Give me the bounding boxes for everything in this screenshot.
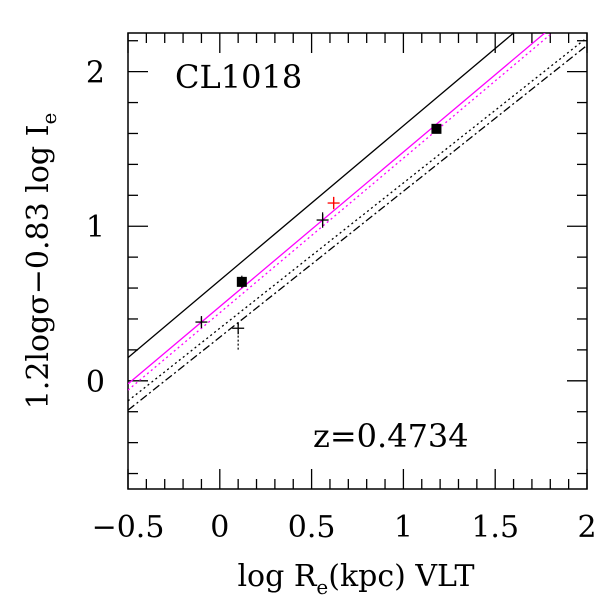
y-axis-label: 1.2logσ−0.83 log Ie (21, 113, 61, 410)
galaxy-point-cross (327, 196, 340, 210)
y-tick-label: 2 (86, 56, 105, 91)
x-tick-label: 0.5 (288, 510, 336, 545)
point-marker (236, 276, 247, 287)
x-axis-label-sub: e (316, 575, 328, 599)
x-axis-label-main: log R (237, 559, 317, 594)
galaxy-point-square (236, 275, 247, 289)
y-axis-label-sub: e (37, 113, 61, 125)
cluster-label: CL1018 (175, 58, 302, 96)
y-tick-label: 1 (86, 210, 105, 245)
fit-lines (128, 33, 587, 411)
fit-line (128, 33, 546, 385)
galaxy-point-cross (316, 212, 329, 228)
plot-frame (127, 32, 588, 490)
galaxy-point-square (431, 123, 442, 134)
y-tick-label: 0 (86, 365, 105, 400)
data-points (195, 123, 442, 350)
x-tick-label: 1.5 (471, 510, 519, 545)
redshift-label: z=0.4734 (313, 417, 469, 455)
tick-labels: −0.5 0 0.5 1 1.5 2 0 1 2 (86, 56, 597, 545)
x-axis-label-rest: (kpc) VLT (328, 559, 474, 594)
y-axis-label-main: 1.2logσ−0.83 log I (21, 125, 56, 410)
x-tick-label: 0 (210, 510, 229, 545)
x-tick-label: 1 (394, 510, 413, 545)
x-tick-label: 2 (577, 510, 596, 545)
point-marker (431, 123, 442, 134)
galaxy-point-cross (195, 316, 208, 329)
axis-ticks (127, 33, 588, 489)
galaxy-point-cross (232, 322, 245, 350)
fit-line (128, 34, 551, 391)
x-axis-label: log Re(kpc) VLT (237, 559, 474, 599)
x-tick-label: −0.5 (92, 510, 165, 545)
fit-line (128, 44, 587, 411)
fit-line (128, 33, 515, 359)
